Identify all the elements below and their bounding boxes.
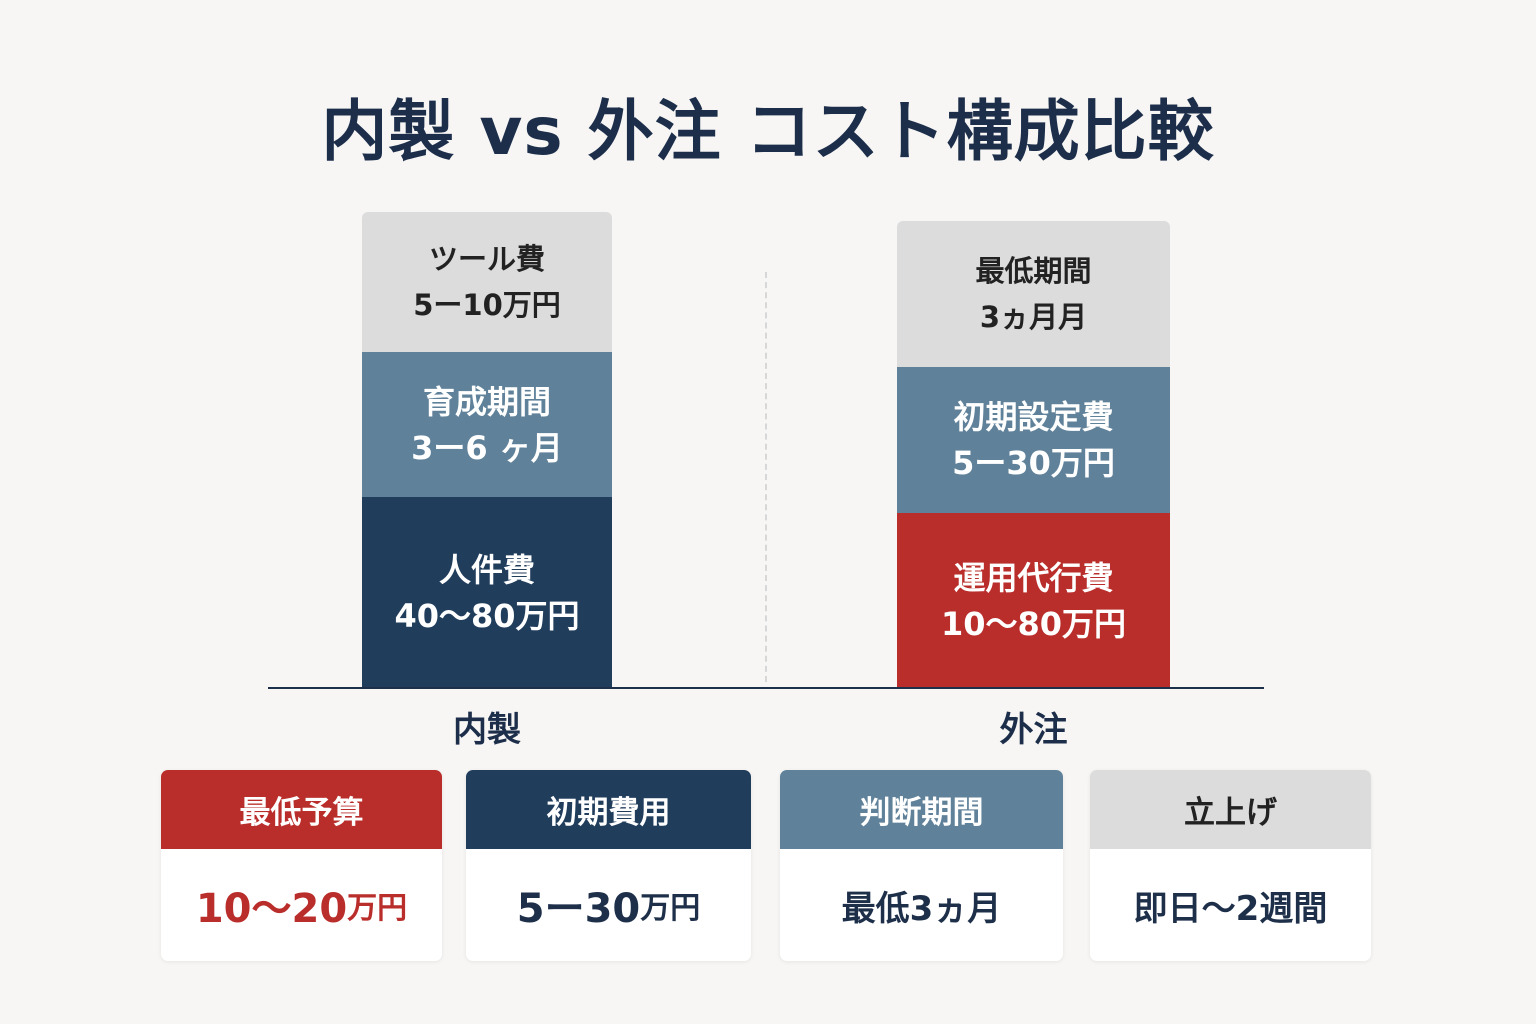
summary-card-minimum-budget: 最低予算 10〜20 万円 bbox=[161, 770, 442, 961]
segment-value: 3ー6 ヶ月 bbox=[411, 428, 563, 467]
card-header: 最低予算 bbox=[161, 770, 442, 849]
card-value: 最低3ヵ月 bbox=[841, 888, 1002, 929]
card-body: 最低3ヵ月 bbox=[780, 849, 1063, 961]
segment-operation-agency-cost: 運用代行費 10〜80万円 bbox=[897, 513, 1170, 689]
category-label-naisei: 内製 bbox=[453, 710, 521, 750]
segment-labor-cost: 人件費 40〜80万円 bbox=[362, 497, 612, 689]
stacked-bar-gaichu: 最低期間 3ヵ月月 初期設定費 5ー30万円 運用代行費 10〜80万円 bbox=[897, 221, 1170, 689]
card-body: 即日〜2週間 bbox=[1090, 849, 1371, 961]
center-divider bbox=[765, 272, 767, 682]
segment-minimum-period: 最低期間 3ヵ月月 bbox=[897, 221, 1170, 367]
segment-name: 運用代行費 bbox=[953, 559, 1114, 597]
category-label-gaichu: 外注 bbox=[999, 710, 1068, 750]
segment-name: ツール費 bbox=[428, 242, 545, 276]
card-header: 立上げ bbox=[1090, 770, 1371, 849]
segment-value: 3ヵ月月 bbox=[979, 300, 1088, 334]
segment-training-period: 育成期間 3ー6 ヶ月 bbox=[362, 352, 612, 497]
summary-card-initial-cost: 初期費用 5ー30 万円 bbox=[466, 770, 751, 961]
card-body: 5ー30 万円 bbox=[466, 849, 751, 961]
segment-name: 人件費 bbox=[438, 551, 535, 589]
segment-value: 10〜80万円 bbox=[940, 605, 1127, 643]
segment-name: 初期設定費 bbox=[953, 398, 1114, 436]
segment-value: 5ー30万円 bbox=[952, 444, 1115, 482]
summary-card-startup: 立上げ 即日〜2週間 bbox=[1090, 770, 1371, 961]
segment-name: 育成期間 bbox=[422, 382, 551, 421]
card-header: 初期費用 bbox=[466, 770, 751, 849]
card-value: 5ー30 bbox=[516, 886, 641, 932]
card-unit: 万円 bbox=[347, 891, 408, 926]
card-unit: 万円 bbox=[640, 891, 701, 926]
segment-name: 最低期間 bbox=[975, 254, 1092, 288]
chart-baseline bbox=[268, 687, 1264, 689]
card-value: 10〜20 bbox=[195, 886, 348, 932]
segment-value: 40〜80万円 bbox=[394, 597, 580, 635]
segment-initial-setup-cost: 初期設定費 5ー30万円 bbox=[897, 367, 1170, 513]
segment-value: 5ー10万円 bbox=[413, 288, 561, 322]
segment-tool-cost: ツール費 5ー10万円 bbox=[362, 212, 612, 352]
card-header: 判断期間 bbox=[780, 770, 1063, 849]
card-value: 即日〜2週間 bbox=[1133, 888, 1328, 929]
summary-card-decision-period: 判断期間 最低3ヵ月 bbox=[780, 770, 1063, 961]
stacked-bar-naisei: ツール費 5ー10万円 育成期間 3ー6 ヶ月 人件費 40〜80万円 bbox=[362, 212, 612, 689]
chart-title: 内製 vs 外注 コスト構成比較 bbox=[321, 93, 1215, 170]
card-body: 10〜20 万円 bbox=[161, 849, 442, 961]
